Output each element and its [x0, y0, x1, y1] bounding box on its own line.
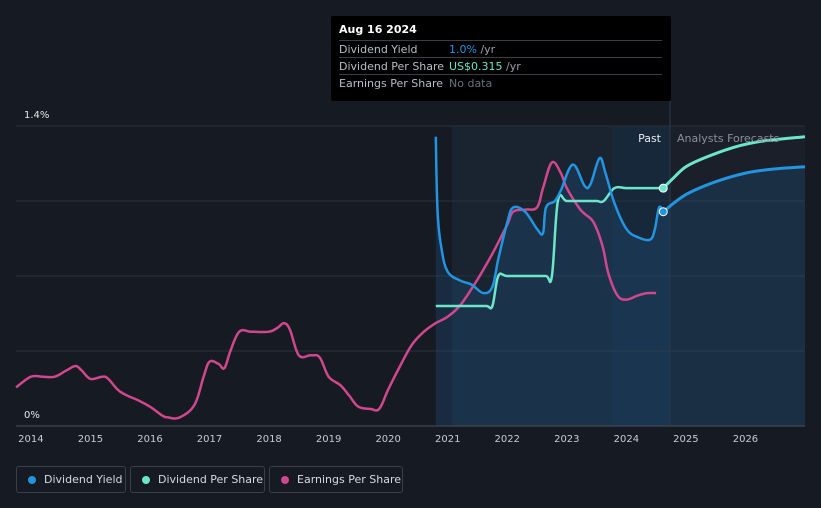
legend-dividend-per-share[interactable]: Dividend Per Share	[130, 466, 265, 493]
x-tick-label: 2015	[78, 434, 103, 445]
y-tick-label: 1.4%	[24, 110, 49, 121]
x-tick-label: 2024	[614, 434, 639, 445]
tooltip-label: Earnings Per Share	[339, 77, 444, 90]
tooltip-value: No data	[449, 77, 493, 90]
x-tick-label: 2018	[256, 434, 281, 445]
dividend-per-share-line	[435, 185, 664, 310]
tick-layer: 2014 2015 2016 2017 2018 2019 2020 2021 2022 2023…	[18, 110, 758, 445]
x-tick-label: 2016	[137, 434, 162, 445]
area-layer	[435, 136, 805, 426]
legend-dot-icon	[28, 475, 36, 484]
tooltip-value: US$0.315 /yr	[449, 60, 521, 73]
past-label: Past	[638, 132, 662, 145]
legend-label: Dividend Yield	[44, 473, 123, 486]
x-tick-label: 2022	[495, 434, 520, 445]
x-tick-label: 2021	[435, 434, 460, 445]
legend-label: Earnings Per Share	[297, 473, 402, 486]
x-tick-label: 2025	[673, 434, 698, 445]
x-tick-label: 2019	[316, 434, 341, 445]
grid-layer	[16, 125, 805, 352]
legend-dot-icon	[142, 475, 150, 484]
tooltip-label: Dividend Per Share	[339, 60, 445, 73]
tooltip-row-dividend-per-share: Dividend Per Share US$0.315 /yr	[339, 57, 662, 75]
x-tick-label: 2017	[197, 434, 222, 445]
legend-label: Dividend Per Share	[158, 473, 264, 486]
x-tick-label: 2026	[733, 434, 758, 445]
y-tick-label: 0%	[24, 410, 40, 421]
tooltip: Aug 16 2024 Dividend Yield 1.0% /yr Divi…	[331, 16, 671, 101]
forecast-label: Analysts Forecasts	[677, 132, 780, 145]
tooltip-row-dividend-yield: Dividend Yield 1.0% /yr	[339, 40, 662, 58]
dividend-yield-marker	[658, 207, 668, 217]
dividend-yield-area	[435, 136, 805, 426]
dividend-per-share-forecast-line	[662, 135, 806, 190]
tooltip-row-earnings-per-share: Earnings Per Share No data	[339, 74, 662, 92]
legend-earnings-per-share[interactable]: Earnings Per Share	[269, 466, 403, 493]
earnings-per-share-line	[15, 160, 657, 420]
tooltip-date: Aug 16 2024	[339, 23, 417, 36]
legend-dot-icon	[281, 475, 289, 484]
x-tick-label: 2014	[18, 434, 43, 445]
dividend-yield-line	[434, 136, 665, 295]
tooltip-label: Dividend Yield	[339, 43, 418, 56]
x-tick-label: 2023	[554, 434, 579, 445]
dividend-per-share-marker	[658, 183, 668, 193]
series-layer	[15, 135, 806, 420]
dividend-yield-forecast-line	[662, 165, 806, 213]
x-tick-label: 2020	[375, 434, 400, 445]
tooltip-value: 1.0% /yr	[449, 43, 496, 56]
legend-dividend-yield[interactable]: Dividend Yield	[16, 466, 126, 493]
